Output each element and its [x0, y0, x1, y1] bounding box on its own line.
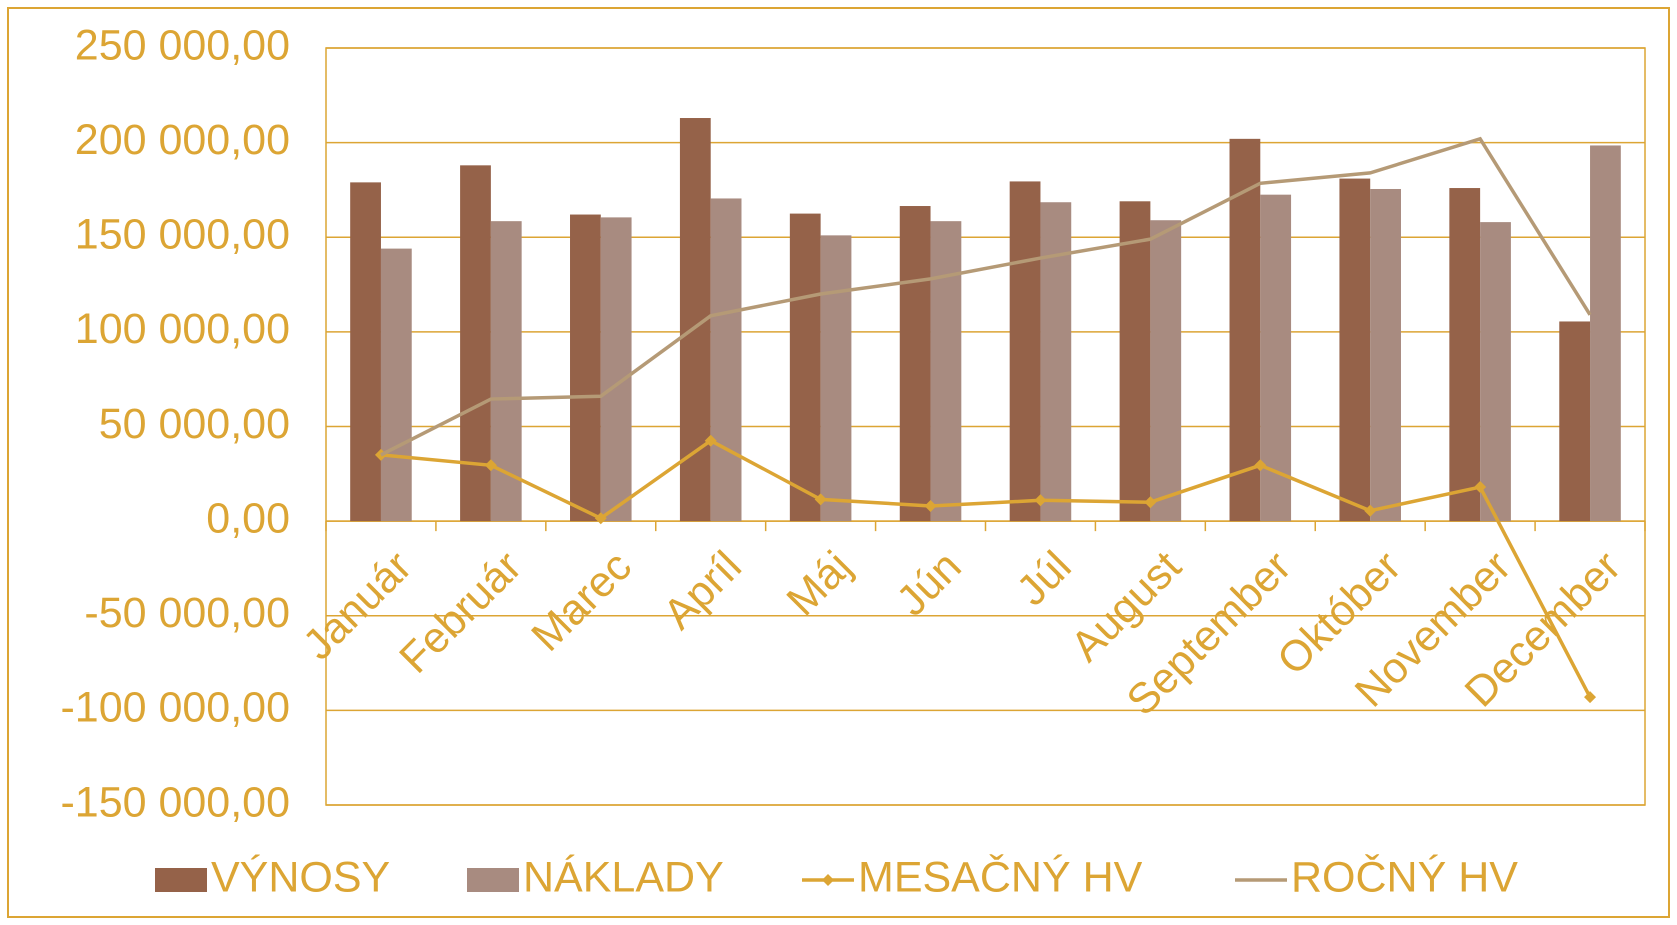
bar — [930, 221, 962, 522]
bar — [1229, 138, 1261, 522]
x-tick-label: Júl — [1008, 542, 1081, 615]
bar — [1009, 181, 1041, 522]
marker — [1474, 481, 1487, 494]
y-tick-label: 50 000,00 — [99, 400, 290, 448]
marker — [1364, 504, 1377, 517]
y-tick-label: 0,00 — [206, 494, 290, 542]
legend-swatch — [467, 868, 519, 892]
bar — [1590, 145, 1621, 522]
bar — [350, 182, 381, 522]
bar — [570, 214, 601, 522]
marker — [924, 499, 937, 512]
marker — [484, 459, 497, 472]
bar — [600, 217, 632, 522]
marker — [814, 493, 827, 506]
y-tick-label: -50 000,00 — [84, 589, 290, 637]
legend-label: VÝNOSY — [211, 853, 390, 901]
legend-swatch — [155, 868, 207, 892]
bar — [789, 213, 821, 522]
bar — [1339, 178, 1371, 522]
marker — [594, 512, 607, 525]
line — [380, 136, 1592, 457]
legend-label: MESAČNÝ HV — [858, 853, 1143, 901]
bar — [1040, 202, 1072, 522]
y-tick-label: -100 000,00 — [60, 684, 290, 732]
bar — [899, 206, 931, 522]
bar — [820, 235, 852, 522]
legend-label: NÁKLADY — [523, 853, 724, 901]
bar — [380, 248, 412, 522]
y-tick-label: -150 000,00 — [60, 778, 290, 826]
bar — [460, 165, 491, 522]
bar — [1480, 222, 1511, 522]
chart-border — [7, 7, 1670, 918]
bar — [1370, 188, 1401, 522]
marker — [1034, 494, 1047, 507]
y-tick-label: 200 000,00 — [75, 116, 290, 164]
y-tick-label: 250 000,00 — [75, 21, 290, 69]
x-tick-label: Jún — [888, 542, 971, 625]
legend-label: ROČNÝ HV — [1291, 853, 1518, 901]
x-tick-label: Máj — [778, 542, 861, 625]
legend-marker — [822, 874, 834, 886]
marker — [1254, 459, 1267, 472]
x-tick-label: Február — [391, 542, 531, 682]
marker — [1144, 496, 1157, 509]
plot-border — [325, 47, 1646, 806]
line — [380, 438, 1592, 698]
bar — [1449, 188, 1481, 522]
marker — [1584, 691, 1597, 704]
bar — [1119, 201, 1151, 522]
bar — [710, 198, 742, 522]
x-tick-label: Marec — [522, 542, 640, 660]
bar — [1559, 321, 1591, 522]
x-tick-label: Apríl — [654, 542, 750, 638]
y-tick-label: 100 000,00 — [75, 305, 290, 353]
bar — [1150, 220, 1182, 522]
y-tick-label: 150 000,00 — [75, 211, 290, 259]
marker — [704, 434, 717, 447]
